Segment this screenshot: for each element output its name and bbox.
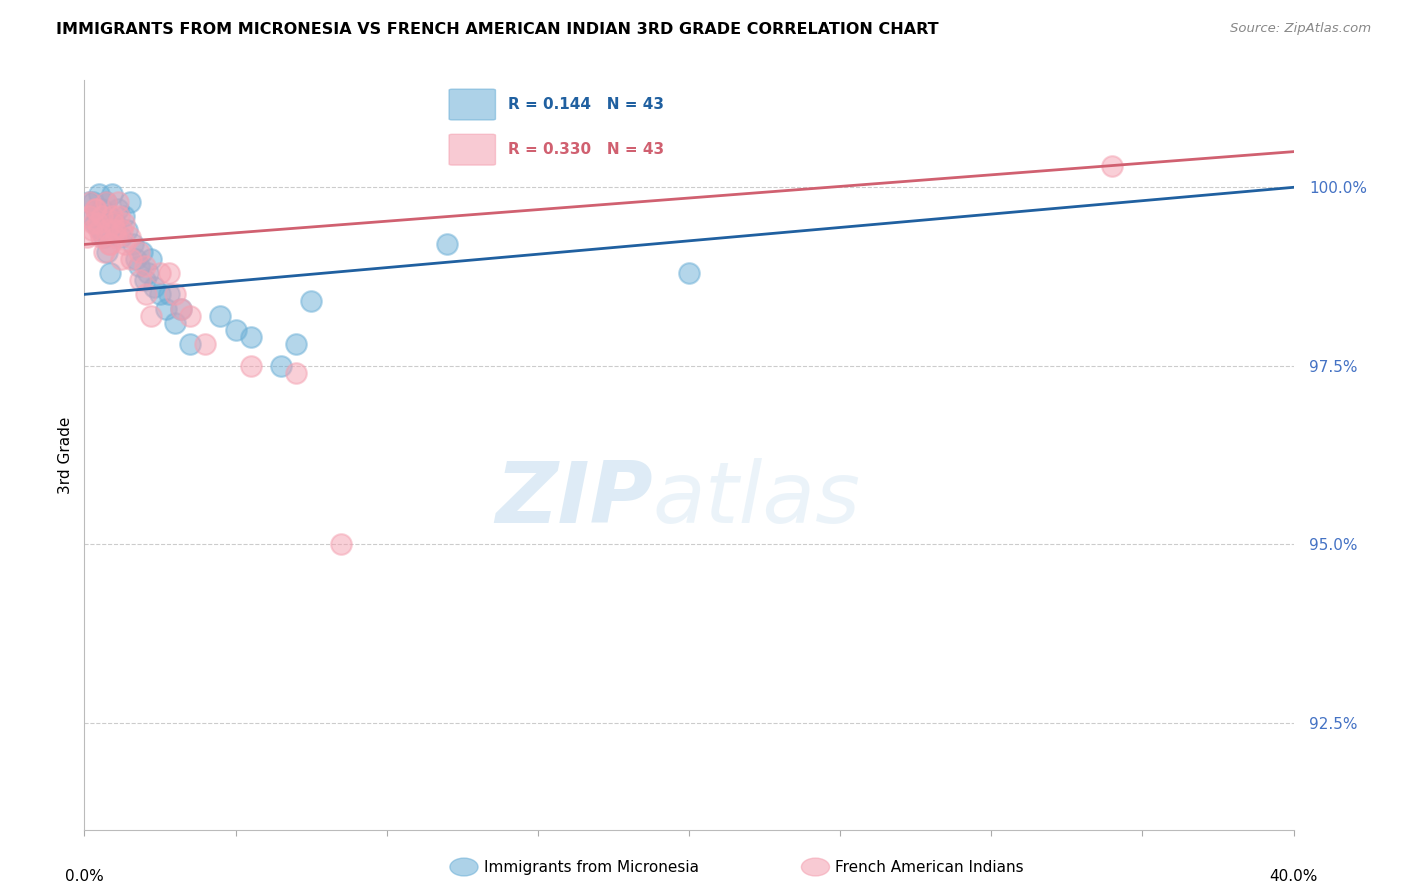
Point (125, 252, 148, 266)
Point (129, 273, 152, 287)
Point (98, 237, 121, 252)
Point (157, 287, 180, 301)
Point (118, 230, 141, 244)
Point (134, 259, 156, 273)
Point (107, 202, 129, 216)
Point (135, 287, 157, 301)
Point (97, 237, 120, 252)
Point (107, 194, 129, 209)
Point (93, 244, 115, 259)
Text: 40.0%: 40.0% (1270, 869, 1317, 884)
Text: Immigrants from Micronesia: Immigrants from Micronesia (484, 860, 699, 874)
Point (91, 209, 114, 223)
Point (139, 252, 162, 266)
Point (194, 337, 217, 351)
Point (149, 266, 172, 280)
Point (170, 301, 193, 316)
Point (98, 266, 121, 280)
Point (136, 266, 159, 280)
Point (79, 194, 101, 209)
Point (139, 309, 162, 323)
Point (86, 202, 108, 216)
Point (285, 337, 308, 351)
Text: R = 0.144   N = 43: R = 0.144 N = 43 (508, 97, 664, 112)
Point (239, 359, 262, 373)
Point (209, 309, 232, 323)
Text: atlas: atlas (652, 458, 860, 541)
Point (90, 230, 112, 244)
Point (436, 237, 458, 252)
Point (149, 287, 172, 301)
Point (105, 230, 128, 244)
Point (80, 209, 103, 223)
Point (86, 202, 108, 216)
Text: ZIP: ZIP (495, 458, 652, 541)
Point (112, 216, 135, 230)
Point (91, 202, 114, 216)
Point (239, 330, 262, 344)
Point (97, 209, 120, 223)
Point (101, 216, 124, 230)
Point (80, 223, 103, 237)
Point (118, 194, 141, 209)
Point (89, 187, 111, 202)
Text: French American Indians: French American Indians (835, 860, 1024, 874)
Point (1101, 159, 1123, 173)
FancyBboxPatch shape (449, 89, 495, 120)
Point (96, 223, 118, 237)
Point (100, 187, 122, 202)
Point (82, 194, 104, 209)
Point (104, 223, 127, 237)
Text: R = 0.330   N = 43: R = 0.330 N = 43 (508, 142, 664, 157)
Point (115, 223, 138, 237)
Point (84, 216, 107, 230)
Point (94, 194, 117, 209)
Point (89, 223, 111, 237)
Point (90, 223, 112, 237)
Point (84, 202, 107, 216)
Point (165, 316, 187, 330)
Point (110, 252, 132, 266)
Point (82, 216, 104, 230)
Point (225, 323, 247, 337)
FancyBboxPatch shape (449, 135, 495, 165)
Point (93, 230, 115, 244)
Point (76, 230, 98, 244)
Point (110, 230, 132, 244)
Point (128, 244, 150, 259)
Y-axis label: 3rd Grade: 3rd Grade (58, 417, 73, 493)
Point (330, 537, 353, 551)
Text: 0.0%: 0.0% (65, 869, 104, 884)
Point (96, 244, 118, 259)
Point (112, 209, 135, 223)
Text: IMMIGRANTS FROM MICRONESIA VS FRENCH AMERICAN INDIAN 3RD GRADE CORRELATION CHART: IMMIGRANTS FROM MICRONESIA VS FRENCH AME… (56, 22, 939, 37)
Point (165, 287, 187, 301)
Point (155, 301, 177, 316)
Point (170, 301, 193, 316)
Point (678, 266, 700, 280)
Point (128, 259, 150, 273)
Point (299, 294, 322, 309)
Point (114, 237, 136, 252)
Point (157, 266, 180, 280)
Point (77, 194, 100, 209)
Point (179, 337, 201, 351)
Point (131, 244, 153, 259)
Point (100, 209, 122, 223)
Point (87, 216, 110, 230)
Point (111, 223, 134, 237)
Point (120, 252, 142, 266)
Text: Source: ZipAtlas.com: Source: ZipAtlas.com (1230, 22, 1371, 36)
Point (142, 280, 165, 294)
Point (104, 216, 127, 230)
Point (77, 209, 100, 223)
Point (121, 237, 143, 252)
Point (94, 194, 117, 209)
Point (134, 273, 156, 287)
Point (270, 359, 292, 373)
Point (108, 209, 131, 223)
Point (285, 366, 308, 380)
Point (87, 209, 110, 223)
Point (179, 309, 201, 323)
